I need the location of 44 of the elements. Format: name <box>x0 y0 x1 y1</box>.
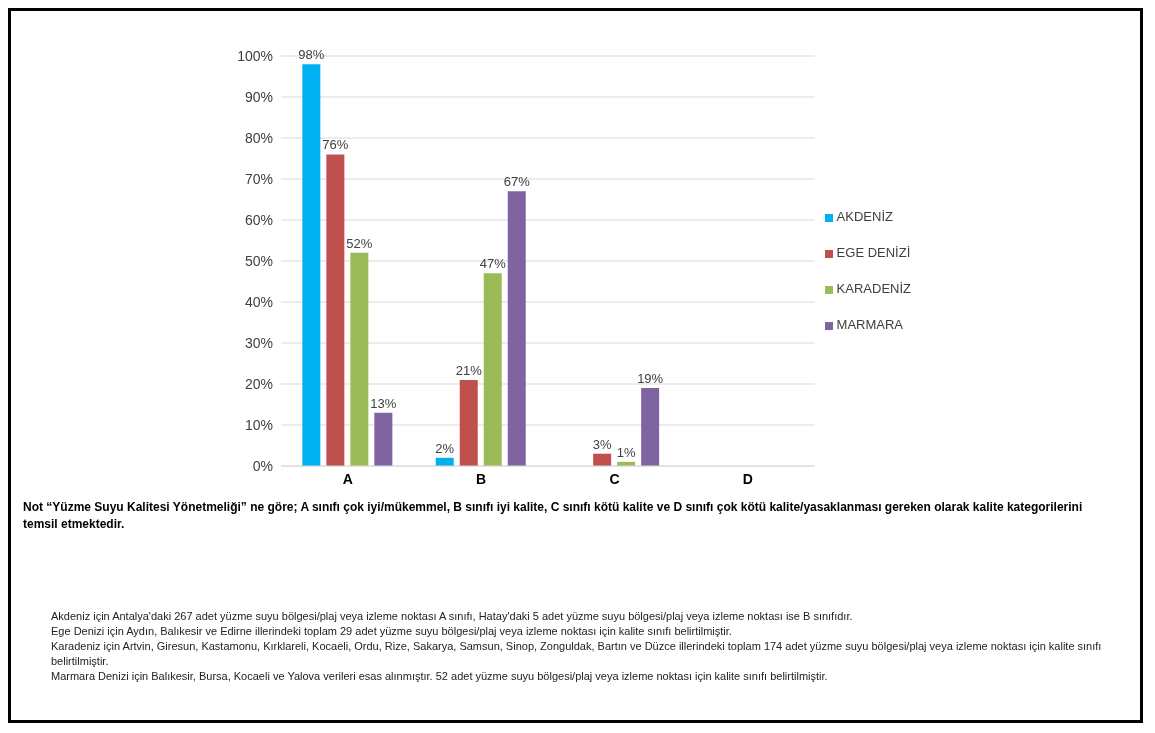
x-tick-label: C <box>609 470 620 487</box>
text: Not “Yüzme Suyu Kalitesi Yönetmeliği” ne göre; A sınıfı çok iyi/mükemmel, B sınıfı iyi kalite, C sınıfı kötü kalite ve D sınıfı çok kötü kalite/yasaklanması gereken olarak kalite kategorilerini temsil etmektedir. <box>23 499 1084 533</box>
bar <box>302 64 321 466</box>
data-label: 13% <box>370 395 397 411</box>
data-label: 1% <box>616 444 636 460</box>
legend-label: KARADENİZ <box>836 281 911 296</box>
data-label: 19% <box>637 371 664 387</box>
legend-label: AKDENİZ <box>836 209 893 224</box>
text: Akdeniz için Antalya'daki 267 adet yüzme suyu bölgesi/plaj veya izleme noktası A sınıfı, Hatay'daki 5 adet yüzme suyu bölgesi/plaj veya izleme noktası ise B sınıfıdır. <box>51 609 854 624</box>
y-tick-label: 20% <box>244 375 273 392</box>
y-tick-label: 40% <box>244 293 273 310</box>
y-tick-label: 70% <box>244 170 273 187</box>
y-tick-label: 10% <box>244 416 273 433</box>
bar <box>459 379 478 466</box>
x-tick-label: A <box>342 470 353 487</box>
y-tick-label: 0% <box>252 457 273 474</box>
data-label: 52% <box>346 235 373 251</box>
bar <box>507 191 526 466</box>
bar <box>483 273 502 466</box>
y-tick-label: 30% <box>244 334 273 351</box>
data-label: 67% <box>503 174 531 190</box>
data-label: 98% <box>298 47 325 63</box>
text: Marmara Denizi için Balıkesir, Bursa, Kocaeli ve Yalova verileri esas alınmıştır. 52 adet yüzme suyu bölgesi/plaj veya izleme noktası için kalite sınıfı belirtilmiştir. <box>51 669 829 684</box>
data-label: 76% <box>322 137 349 153</box>
legend-label: MARMARA <box>836 317 904 332</box>
y-tick-label: 80% <box>244 129 273 146</box>
y-tick-label: 60% <box>244 211 273 228</box>
data-label: 21% <box>455 362 483 378</box>
legend-label: EGE DENİZİ <box>836 245 911 260</box>
data-label: 3% <box>592 436 612 452</box>
x-tick-label: B <box>476 470 487 487</box>
y-tick-label: 90% <box>244 88 273 105</box>
bar <box>593 453 612 466</box>
bar <box>350 252 369 466</box>
bar <box>326 154 345 466</box>
data-label: 47% <box>479 256 507 272</box>
bar <box>374 412 393 466</box>
y-tick-label: 100% <box>237 47 273 64</box>
data-label: 2% <box>435 440 455 456</box>
bar <box>641 388 660 466</box>
text: Ege Denizi için Aydın, Balıkesir ve Edirne illerindeki toplam 29 adet yüzme suyu bölgesi/plaj veya izleme noktası için kalite sınıfı belirtilmiştir. <box>51 624 733 639</box>
text: Karadeniz için Artvin, Giresun, Kastamonu, Kırklareli, Kocaeli, Ordu, Rize, Sakarya, Samsun, Sinop, Zonguldak, Bartın ve Düzce illerindeki toplam 174 adet yüzme suyu bölgesi/plaj veya izleme noktası için kalite sınıfı belirtilmiştir. <box>51 639 1103 669</box>
x-tick-label: D <box>742 470 753 487</box>
y-tick-label: 50% <box>244 252 273 269</box>
